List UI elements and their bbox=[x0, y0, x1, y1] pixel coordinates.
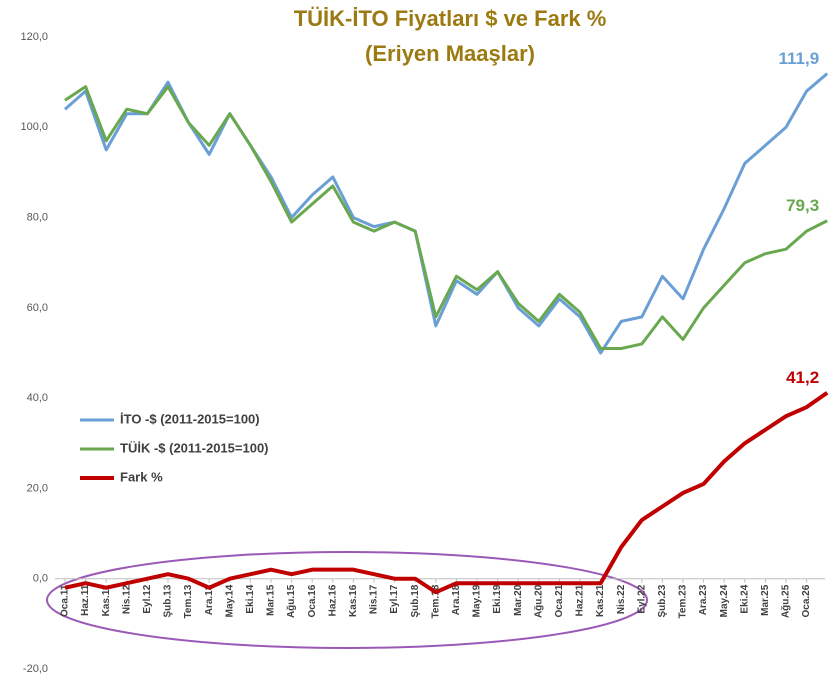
x-tick-label: Eki.24 bbox=[739, 584, 750, 613]
value-label: 111,9 bbox=[779, 49, 820, 68]
x-tick-label: Oca.16 bbox=[307, 584, 318, 617]
x-tick-label: Eki.14 bbox=[245, 584, 256, 613]
legend-label: Fark % bbox=[120, 469, 163, 484]
x-tick-label: Eyl.12 bbox=[142, 584, 153, 613]
x-tick-label: Haz.11 bbox=[80, 584, 91, 616]
x-tick-label: May.14 bbox=[224, 584, 235, 617]
x-tick-label: Ağu.15 bbox=[286, 584, 297, 618]
x-tick-label: Nis.22 bbox=[616, 584, 627, 614]
x-tick-label: Oca.21 bbox=[554, 584, 565, 617]
series-line bbox=[64, 85, 828, 350]
y-tick-label: 100,0 bbox=[20, 121, 48, 133]
x-tick-label: Oca.26 bbox=[801, 584, 812, 617]
x-tick-label: Tem.18 bbox=[430, 584, 441, 618]
x-tick-label: May.19 bbox=[472, 584, 483, 617]
y-tick-label: 120,0 bbox=[20, 31, 48, 43]
x-tick-label: Haz.21 bbox=[575, 584, 586, 616]
x-tick-label: Eyl.22 bbox=[636, 584, 647, 613]
y-tick-label: 20,0 bbox=[27, 482, 48, 494]
x-tick-label: Ara.18 bbox=[451, 584, 462, 615]
x-tick-label: Şub.13 bbox=[163, 584, 174, 617]
chart-subtitle: (Eriyen Maaşlar) bbox=[365, 41, 535, 66]
x-tick-label: Tem.13 bbox=[183, 584, 194, 618]
x-tick-label: Eyl.17 bbox=[389, 584, 400, 613]
legend-label: İTO -$ (2011-2015=100) bbox=[120, 411, 260, 426]
y-tick-label: 0,0 bbox=[33, 573, 48, 585]
x-tick-label: Mar.20 bbox=[513, 584, 524, 616]
x-tick-label: Eki.19 bbox=[492, 584, 503, 613]
x-tick-label: May.24 bbox=[719, 584, 730, 617]
x-tick-label: Mar.15 bbox=[266, 584, 277, 616]
x-tick-label: Ağu.20 bbox=[533, 584, 544, 618]
x-tick-label: Nis.17 bbox=[369, 584, 380, 614]
y-tick-label: 80,0 bbox=[27, 211, 48, 223]
y-tick-label: 40,0 bbox=[27, 392, 48, 404]
y-tick-label: -20,0 bbox=[23, 663, 48, 675]
x-tick-label: Oca.11 bbox=[60, 584, 71, 617]
y-tick-label: 60,0 bbox=[27, 302, 48, 314]
x-tick-label: Mar.25 bbox=[760, 584, 771, 616]
x-tick-label: Ara.13 bbox=[204, 584, 215, 615]
x-tick-label: Ara.23 bbox=[698, 584, 709, 615]
x-tick-label: Şub.18 bbox=[410, 584, 421, 617]
x-tick-label: Kas.16 bbox=[348, 584, 359, 617]
x-tick-label: Kas.21 bbox=[595, 584, 606, 617]
legend-label: TÜİK -$ (2011-2015=100) bbox=[120, 440, 269, 455]
x-tick-label: Kas.11 bbox=[101, 584, 112, 616]
x-tick-label: Ağu.25 bbox=[781, 584, 792, 618]
value-label: 41,2 bbox=[786, 368, 819, 387]
x-tick-label: Şub.23 bbox=[657, 584, 668, 617]
x-tick-label: Haz.16 bbox=[327, 584, 338, 616]
x-tick-label: Nis.12 bbox=[121, 584, 132, 614]
series-line bbox=[64, 391, 829, 595]
x-tick-label: Tem.23 bbox=[678, 584, 689, 618]
chart-title: TÜİK-İTO Fiyatları $ ve Fark % bbox=[294, 6, 607, 31]
value-label: 79,3 bbox=[786, 196, 819, 215]
highlight-ellipse bbox=[46, 551, 648, 649]
